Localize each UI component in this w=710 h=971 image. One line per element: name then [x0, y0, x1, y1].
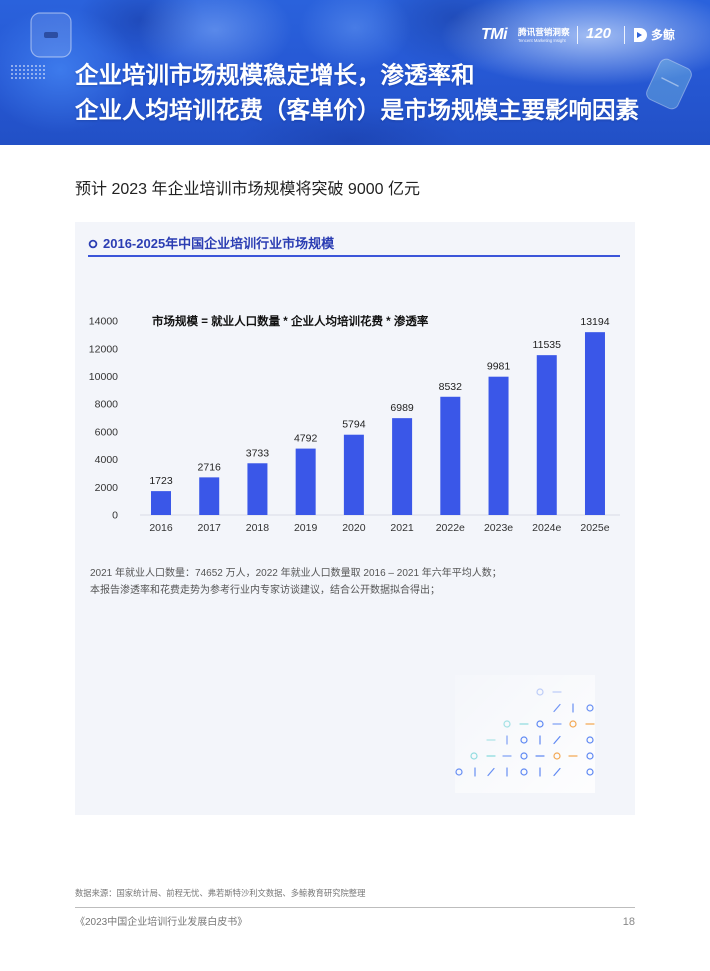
x-tick-label-2016: 2016 — [149, 522, 173, 534]
x-tick-label-2021: 2021 — [390, 522, 414, 534]
bar-value-label-2017: 2716 — [198, 461, 222, 473]
y-tick-label: 8000 — [95, 399, 119, 411]
x-tick-label-2023e: 2023e — [484, 522, 513, 534]
bar-2025e — [584, 332, 605, 515]
y-tick-label: 0 — [112, 510, 118, 522]
header-banner: TMi 腾讯营销洞察 Tencent Marketing Insight 120… — [0, 0, 710, 145]
anniversary-logo: 120 — [586, 25, 612, 42]
y-tick-label: 2000 — [95, 482, 119, 494]
footer-book-title: 《2023中国企业培训行业发展白皮书》 — [75, 917, 248, 928]
circle-bullet-icon — [88, 239, 98, 249]
x-tick-label-2018: 2018 — [246, 522, 270, 534]
bar-2020 — [343, 434, 364, 515]
x-tick-label-2019: 2019 — [294, 522, 318, 534]
page-number: 18 — [622, 916, 635, 928]
y-tick-label: 4000 — [95, 454, 119, 466]
tmi-logo-en-text: Tencent Marketing Insight — [518, 38, 566, 43]
footer-divider — [75, 907, 635, 908]
y-tick-label: 10000 — [89, 371, 118, 383]
tmi-logo-cn-text: 腾讯营销洞察 — [518, 27, 570, 37]
bar-2017 — [199, 477, 220, 515]
chart-note-2: 本报告渗透率和花费走势为参考行业内专家访谈建议，结合公开数据拟合得出； — [90, 585, 440, 596]
dot-grid-icon — [10, 64, 46, 81]
bar-value-label-2025e: 13194 — [580, 316, 609, 328]
y-tick-label: 14000 — [89, 316, 118, 328]
bar-2019 — [295, 448, 316, 515]
bar-value-label-2021: 6989 — [390, 402, 414, 414]
tilted-card-icon — [646, 58, 692, 110]
bar-2023e — [488, 376, 509, 515]
bar-value-label-2018: 3733 — [246, 447, 270, 459]
x-tick-label-2017: 2017 — [198, 522, 222, 534]
bar-value-label-2024e: 11535 — [533, 339, 562, 351]
x-tick-label-2025e: 2025e — [580, 522, 609, 534]
chart-note-1: 2021 年就业人口数量：74652 万人，2022 年就业人口数量取 2016… — [90, 568, 502, 579]
decorative-pattern — [455, 688, 595, 777]
bar-value-label-2016: 1723 — [149, 475, 173, 487]
x-tick-label-2024e: 2024e — [532, 522, 561, 534]
decorative-pattern-box — [455, 675, 595, 793]
duojing-logo-text: 多鲸 — [651, 28, 676, 42]
bar-value-label-2023e: 9981 — [487, 361, 511, 373]
x-tick-label-2022e: 2022e — [436, 522, 465, 534]
duojing-logo-icon — [634, 28, 647, 42]
tmi-logo: TMi — [481, 26, 508, 43]
bar-value-label-2022e: 8532 — [439, 381, 463, 393]
bar-2021 — [392, 418, 413, 515]
bar-2016 — [151, 491, 171, 515]
x-tick-label-2020: 2020 — [342, 522, 366, 534]
chart-title: 2016-2025年中国企业培训行业市场规模 — [103, 236, 335, 251]
bar-value-label-2020: 5794 — [342, 419, 366, 431]
logo-divider — [624, 26, 625, 44]
bar-value-label-2019: 4792 — [294, 433, 318, 445]
bar-2022e — [440, 396, 461, 515]
logo-divider — [577, 26, 578, 44]
rounded-square-icon — [30, 12, 72, 58]
section-subtitle: 预计 2023 年企业培训市场规模将突破 9000 亿元 — [75, 181, 420, 198]
page-title-line-1: 企业培训市场规模稳定增长，渗透率和 — [75, 62, 475, 88]
y-tick-label: 6000 — [95, 426, 119, 438]
chart-title-underline — [88, 255, 620, 257]
chart-formula-annotation: 市场规模 = 就业人口数量 * 企业人均培训花费 * 渗透率 — [152, 316, 429, 328]
bar-2018 — [247, 463, 268, 515]
data-source: 数据来源：国家统计局、前程无忧、弗若斯特沙利文数据、多鲸教育研究院整理 — [75, 888, 366, 898]
page-title-line-2: 企业人均培训花费（客单价）是市场规模主要影响因素 — [75, 97, 639, 123]
bar-chart: 0 2000 4000 6000 8000 10000 12000 14000 1723 2016… — [89, 316, 620, 534]
bar-2024e — [536, 355, 557, 515]
y-tick-label: 12000 — [89, 343, 118, 355]
